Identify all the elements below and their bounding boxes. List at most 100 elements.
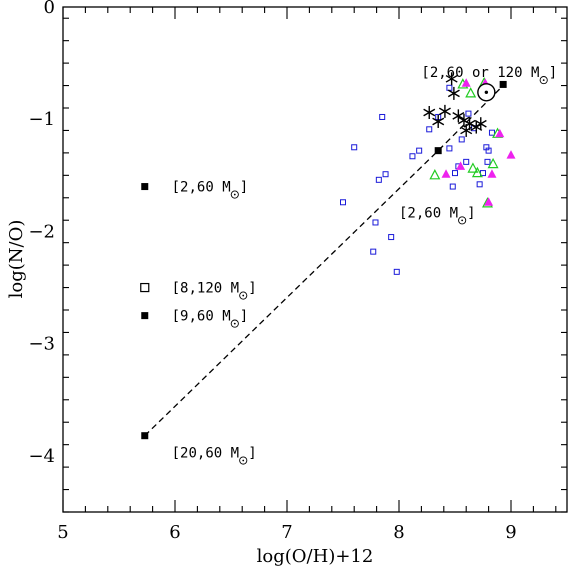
y-tick-label: 0 xyxy=(44,0,55,18)
sun-subscript-dot xyxy=(542,79,545,81)
green-open-triangle xyxy=(467,162,479,173)
blue-open-square xyxy=(379,113,386,120)
annotation-text: [20,60 M xyxy=(172,446,239,462)
black-star xyxy=(447,86,460,100)
blue-open-square xyxy=(446,145,453,152)
annotation-text: ] xyxy=(240,180,248,196)
magenta-filled-triangle xyxy=(506,150,516,159)
blue-open-square xyxy=(340,199,346,206)
sun-subscript-dot xyxy=(233,193,236,196)
model-track-line xyxy=(144,85,504,437)
annotation-text: [2,60 M xyxy=(172,180,231,196)
ann-8-120: [8,120 M] xyxy=(172,281,257,300)
blue-open-square xyxy=(484,158,491,165)
star-stroke xyxy=(474,119,487,128)
black-star xyxy=(474,117,487,131)
black-star xyxy=(445,72,458,86)
blue-open-square xyxy=(449,183,456,190)
x-tick-label: 8 xyxy=(393,522,404,543)
x-tick-label: 6 xyxy=(169,522,180,543)
blue-open-square xyxy=(476,181,483,188)
star-stroke xyxy=(432,117,445,126)
star-stroke xyxy=(445,74,458,83)
axis-tick-labels: 5 6 7 8 9 0 −1 −2 −3 −4 xyxy=(28,0,516,543)
blue-open-square xyxy=(370,248,377,255)
blue-open-square xyxy=(351,144,358,151)
blue-open-square xyxy=(388,234,395,241)
ann-2-60-mid: [2,60 M] xyxy=(399,205,476,225)
data-points xyxy=(140,72,516,440)
blue-open-square xyxy=(458,136,465,143)
blue-open-square xyxy=(375,176,382,183)
blue-open-square xyxy=(452,170,458,177)
magenta-filled-triangle xyxy=(441,169,451,178)
y-tick-label: −3 xyxy=(28,334,55,355)
magenta-filled-triangle xyxy=(487,169,497,178)
magenta-filled-triangle xyxy=(484,197,494,206)
ann-2-60-or-120: [2,60 or 120 M] xyxy=(421,65,557,85)
blue-open-square xyxy=(488,129,495,136)
model-track xyxy=(144,85,504,437)
x-axis-label: log(O/H)+12 xyxy=(257,546,374,567)
magenta-filled-triangle xyxy=(495,128,505,138)
annotation-text: [2,60 M xyxy=(399,205,458,221)
annotation-text: [2,60 or 120 M xyxy=(421,65,539,81)
y-tick-label: −1 xyxy=(28,109,55,130)
sun-subscript-dot xyxy=(242,459,245,462)
blue-open-square xyxy=(485,147,492,154)
axis-ticks xyxy=(62,7,567,513)
annotation-text: ] xyxy=(248,446,256,462)
black-star xyxy=(423,105,436,119)
ann-2-60-left: [2,60 M] xyxy=(172,180,248,199)
legend-open-square xyxy=(140,282,150,293)
sun-subscript-icon xyxy=(239,456,248,465)
blue-open-square xyxy=(393,268,400,275)
y-tick-label: −2 xyxy=(28,221,55,242)
black-star xyxy=(432,114,445,128)
green-open-triangle xyxy=(465,87,477,98)
model-filled-square xyxy=(141,432,149,440)
star-stroke xyxy=(452,111,465,120)
x-tick-label: 5 xyxy=(57,522,68,543)
model-filled-square xyxy=(499,80,507,88)
blue-open-square xyxy=(409,153,416,160)
black-star xyxy=(438,104,451,118)
blue-open-square xyxy=(463,158,470,165)
sun-subscript-dot xyxy=(242,294,245,297)
legend-filled-square xyxy=(141,312,149,320)
sun-subscript-icon xyxy=(239,291,248,300)
blue-open-square xyxy=(416,147,423,154)
blue-open-square xyxy=(465,110,472,117)
star-stroke xyxy=(438,107,451,116)
blue-open-square xyxy=(446,84,453,91)
magenta-filled-triangle xyxy=(461,78,471,87)
x-tick-label: 7 xyxy=(281,522,292,543)
sun-subscript-icon xyxy=(458,216,467,225)
green-open-triangle xyxy=(429,169,441,180)
sun-subscript-icon xyxy=(230,190,239,199)
blue-open-square xyxy=(382,171,389,178)
annotation-text: ] xyxy=(240,309,248,325)
black-star xyxy=(452,109,465,123)
annotation-text: [9,60 M xyxy=(172,309,231,325)
star-stroke xyxy=(423,108,436,117)
star-stroke xyxy=(447,89,460,98)
ann-9-60: [9,60 M] xyxy=(172,309,248,328)
annotation-text: ] xyxy=(467,205,475,221)
annotation-text: [8,120 M xyxy=(172,281,239,297)
model-filled-square xyxy=(434,147,442,155)
y-tick-label: −4 xyxy=(28,446,55,467)
sun-subscript-icon xyxy=(230,319,239,328)
star-stroke xyxy=(460,126,473,135)
annotation-text: ] xyxy=(549,65,557,81)
sun-subscript-dot xyxy=(461,219,464,222)
blue-open-square xyxy=(426,126,433,133)
y-axis-label: log(N/O) xyxy=(6,220,27,299)
annotation-text: ] xyxy=(248,281,256,297)
green-open-triangle xyxy=(487,157,499,169)
legend-filled-square xyxy=(141,183,149,191)
sun-subscript-icon xyxy=(539,76,548,85)
blue-open-square xyxy=(372,219,379,226)
annotations: [2,60 M][8,120 M][9,60 M][20,60 M][2,60 … xyxy=(172,65,557,465)
